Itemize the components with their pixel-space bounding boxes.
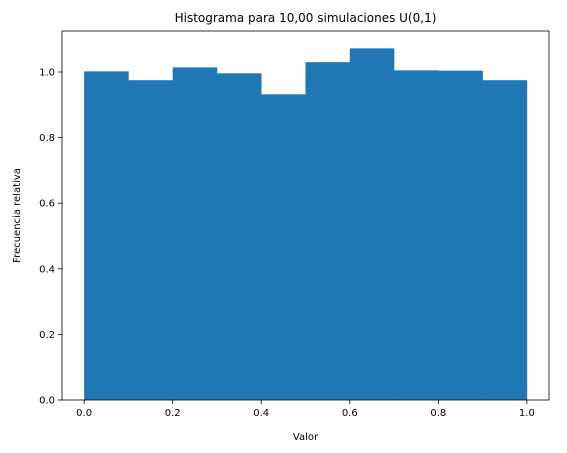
histogram-bar <box>394 70 439 401</box>
y-tick-label: 0.2 <box>39 330 55 341</box>
y-tick-label: 0.4 <box>39 264 55 275</box>
y-axis-label: Frecuencia relativa <box>12 168 23 263</box>
x-axis: 0.0 0.2 0.4 0.6 0.8 1.0 <box>76 400 535 419</box>
x-tick-label: 0.4 <box>253 408 269 419</box>
histogram-bar <box>216 73 262 400</box>
plot-frame <box>61 30 550 401</box>
y-tick-label: 0.0 <box>39 396 55 407</box>
bars-group <box>84 48 528 401</box>
histogram-bar <box>261 94 306 400</box>
x-tick-label: 0.6 <box>342 408 358 419</box>
histogram-bar <box>128 80 173 400</box>
x-tick-label: 0.2 <box>165 408 181 419</box>
histogram-bar <box>482 80 528 400</box>
y-tick-label: 1.0 <box>39 68 55 79</box>
x-tick-label: 1.0 <box>519 408 535 419</box>
y-tick-label: 0.6 <box>39 199 55 210</box>
histogram-bar <box>349 48 395 400</box>
histogram-bar <box>305 62 351 400</box>
y-tick-label: 0.8 <box>39 133 55 144</box>
x-tick-label: 0.8 <box>430 408 446 419</box>
chart-title: Histograma para 10,00 simulaciones U(0,1… <box>175 11 437 25</box>
histogram-bar <box>438 70 483 401</box>
x-tick-label: 0.0 <box>76 408 92 419</box>
x-axis-label: Valor <box>293 432 319 443</box>
histogram-bar <box>172 67 218 401</box>
histogram-bar <box>84 71 129 401</box>
y-axis: 0.0 0.2 0.4 0.6 0.8 1.0 <box>39 68 62 407</box>
